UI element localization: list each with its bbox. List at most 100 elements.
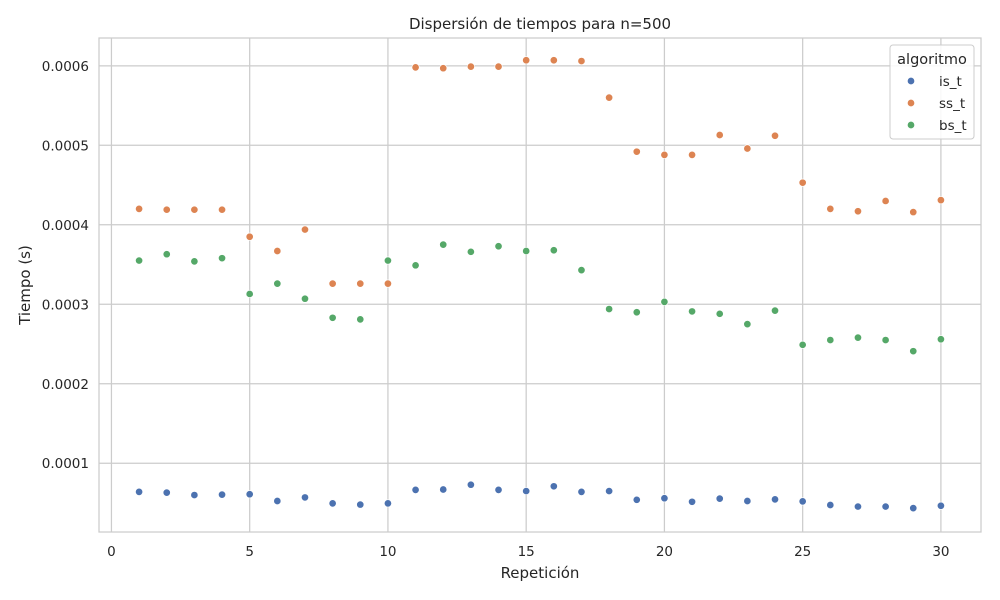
data-point-bs-t [522, 246, 531, 256]
data-point-is-t [853, 502, 863, 511]
data-point-bs-t [798, 340, 807, 349]
legend-label-ss-t: ss_t [939, 96, 965, 112]
series-bs-t [135, 240, 945, 356]
legend-marker-is-t [906, 76, 916, 86]
y-tick-label: 0.0003 [42, 297, 89, 313]
x-tick-label: 20 [656, 544, 673, 560]
data-point-ss-t [798, 178, 807, 187]
series-is-t [135, 480, 945, 513]
data-point-is-t [715, 494, 724, 503]
data-point-ss-t [522, 56, 531, 65]
data-point-bs-t [439, 240, 448, 249]
legend-marker-bs-t [906, 120, 916, 130]
data-point-is-t [328, 499, 337, 508]
data-point-is-t [494, 485, 503, 494]
data-point-is-t [356, 500, 365, 509]
data-point-is-t [300, 493, 310, 502]
data-point-is-t [135, 487, 144, 496]
data-point-is-t [411, 485, 420, 494]
legend: algoritmo is_t ss_t bs_t [889, 44, 975, 140]
x-tick-label: 5 [245, 544, 254, 560]
data-point-bs-t [549, 246, 558, 255]
data-point-is-t [826, 500, 835, 510]
y-tick-label: 0.0001 [42, 456, 89, 472]
data-point-bs-t [328, 313, 337, 322]
data-point-is-t [798, 497, 807, 506]
data-point-bs-t [162, 250, 171, 259]
data-point-is-t [660, 494, 669, 503]
data-point-is-t [577, 487, 586, 496]
data-point-ss-t [300, 225, 310, 234]
y-axis-label: Tiempo (s) [16, 245, 34, 326]
data-point-bs-t [826, 335, 835, 345]
data-point-ss-t [632, 147, 641, 156]
data-point-ss-t [936, 196, 945, 205]
y-tick-label: 0.0004 [42, 218, 89, 234]
data-point-is-t [273, 496, 282, 506]
data-point-is-t [688, 497, 697, 506]
y-tick-label: 0.0002 [42, 377, 89, 393]
data-point-bs-t [217, 254, 227, 263]
data-point-ss-t [826, 204, 835, 213]
data-point-bs-t [853, 333, 863, 342]
data-point-bs-t [411, 261, 420, 270]
legend-entry-is-t: is_t [906, 74, 962, 90]
data-point-bs-t [577, 266, 586, 275]
data-point-is-t [909, 504, 918, 513]
chart-title: Dispersión de tiempos para n=500 [409, 15, 671, 33]
x-axis-label: Repetición [501, 564, 580, 582]
data-point-ss-t [383, 279, 392, 288]
data-point-ss-t [577, 57, 586, 66]
data-point-bs-t [190, 257, 199, 266]
data-points [135, 56, 945, 513]
data-point-ss-t [660, 150, 669, 159]
data-point-bs-t [688, 307, 697, 316]
data-point-is-t [936, 501, 945, 510]
data-point-ss-t [162, 205, 171, 214]
legend-title: algoritmo [897, 52, 967, 68]
plot-frame [98, 37, 982, 533]
data-point-ss-t [245, 232, 254, 241]
data-point-bs-t [383, 256, 392, 265]
x-tick-label: 15 [518, 544, 535, 560]
data-point-ss-t [688, 150, 697, 159]
data-point-bs-t [660, 297, 669, 306]
data-point-bs-t [356, 315, 365, 324]
data-point-bs-t [245, 289, 254, 298]
data-point-bs-t [770, 306, 780, 315]
data-point-ss-t [273, 246, 282, 256]
data-point-bs-t [936, 335, 945, 344]
data-point-bs-t [743, 320, 752, 329]
series-ss-t [135, 56, 945, 288]
data-point-ss-t [605, 93, 614, 102]
data-point-bs-t [909, 347, 918, 356]
legend-label-bs-t: bs_t [939, 118, 967, 134]
data-point-ss-t [328, 279, 337, 288]
data-point-bs-t [273, 279, 282, 288]
data-point-ss-t [439, 64, 448, 73]
y-tick-labels: 0.0001 0.0002 0.0003 0.0004 0.0005 0.0006 [42, 59, 89, 472]
data-point-ss-t [549, 56, 558, 65]
legend-entry-bs-t: bs_t [906, 118, 967, 134]
data-point-is-t [162, 488, 171, 497]
data-point-ss-t [909, 208, 918, 217]
legend-box [889, 44, 975, 140]
data-point-is-t [190, 490, 199, 500]
data-point-bs-t [881, 335, 890, 345]
data-point-ss-t [494, 62, 503, 71]
data-point-is-t [743, 496, 752, 506]
data-point-ss-t [466, 62, 475, 71]
data-point-bs-t [715, 309, 724, 318]
data-point-is-t [770, 495, 780, 504]
data-point-ss-t [356, 279, 365, 288]
data-point-is-t [383, 499, 392, 508]
data-point-is-t [881, 502, 890, 511]
legend-entry-ss-t: ss_t [906, 96, 965, 112]
legend-label-is-t: is_t [939, 74, 962, 90]
data-point-ss-t [770, 131, 780, 140]
data-point-is-t [439, 485, 448, 494]
x-tick-labels: 0 5 10 15 20 25 30 [107, 544, 949, 560]
y-tick-label: 0.0006 [42, 59, 89, 75]
